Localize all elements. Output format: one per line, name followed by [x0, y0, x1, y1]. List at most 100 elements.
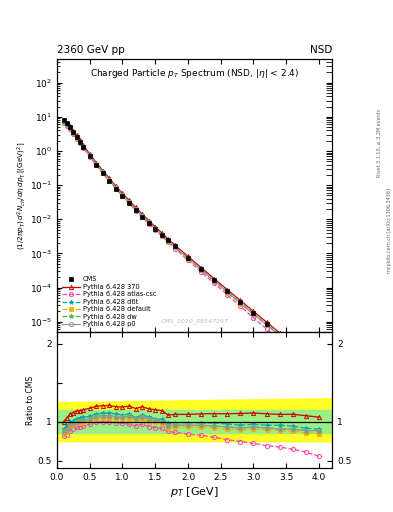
Pythia 6.428 atlas-csc [87, 154, 92, 160]
Pythia 6.428 370 [64, 119, 69, 125]
Pythia 6.428 d6t [127, 199, 131, 205]
Pythia 6.428 370 [225, 287, 230, 293]
Pythia 6.428 d6t [61, 119, 66, 125]
CMS [107, 178, 112, 184]
Pythia 6.428 370 [120, 190, 125, 197]
Pythia 6.428 p0 [71, 130, 76, 136]
Pythia 6.428 atlas-csc [277, 337, 282, 343]
CMS [238, 299, 243, 305]
Pythia 6.428 default [317, 365, 321, 371]
Pythia 6.428 atlas-csc [290, 348, 295, 354]
Pythia 6.428 default [153, 226, 158, 232]
Pythia 6.428 d6t [101, 169, 105, 175]
Pythia 6.428 dw [225, 289, 230, 295]
Pythia 6.428 370 [173, 242, 177, 248]
Pythia 6.428 dw [71, 130, 76, 136]
Pythia 6.428 atlas-csc [101, 170, 105, 177]
Pythia 6.428 d6t [153, 225, 158, 231]
Pythia 6.428 default [133, 206, 138, 212]
Pythia 6.428 dw [140, 212, 145, 219]
Pythia 6.428 dw [114, 185, 118, 191]
Pythia 6.428 atlas-csc [303, 359, 308, 366]
Pythia 6.428 atlas-csc [199, 269, 204, 275]
CMS [166, 238, 171, 244]
Pythia 6.428 dw [146, 219, 151, 225]
Pythia 6.428 default [94, 162, 99, 168]
Pythia 6.428 p0 [140, 212, 145, 219]
Pythia 6.428 default [140, 213, 145, 219]
Pythia 6.428 dw [120, 192, 125, 198]
Pythia 6.428 p0 [107, 177, 112, 183]
Pythia 6.428 370 [61, 117, 66, 123]
Pythia 6.428 370 [185, 253, 190, 260]
Pythia 6.428 default [74, 135, 79, 141]
X-axis label: $p_T$ [GeV]: $p_T$ [GeV] [170, 485, 219, 499]
Pythia 6.428 dw [166, 238, 171, 244]
Pythia 6.428 default [166, 239, 171, 245]
Line: CMS: CMS [61, 118, 321, 368]
Pythia 6.428 p0 [153, 226, 158, 232]
CMS [61, 117, 66, 123]
Pythia 6.428 370 [146, 218, 151, 224]
Pythia 6.428 dw [199, 267, 204, 273]
Pythia 6.428 p0 [74, 135, 79, 141]
Pythia 6.428 dw [185, 255, 190, 262]
Pythia 6.428 370 [87, 151, 92, 157]
Pythia 6.428 370 [166, 236, 171, 242]
CMS [114, 186, 118, 192]
Text: 2360 GeV pp: 2360 GeV pp [57, 45, 125, 55]
Pythia 6.428 p0 [238, 300, 243, 306]
CMS [94, 162, 99, 168]
CMS [173, 243, 177, 249]
Pythia 6.428 dw [107, 177, 112, 183]
CMS [290, 342, 295, 348]
Pythia 6.428 atlas-csc [77, 140, 82, 146]
Pythia 6.428 d6t [114, 184, 118, 190]
Pythia 6.428 default [81, 144, 86, 150]
Pythia 6.428 dw [94, 161, 99, 167]
Pythia 6.428 p0 [303, 354, 308, 360]
Text: mcplots.cern.ch [arXiv:1306.3436]: mcplots.cern.ch [arXiv:1306.3436] [387, 188, 391, 273]
Pythia 6.428 default [146, 220, 151, 226]
Pythia 6.428 p0 [317, 364, 321, 370]
Pythia 6.428 d6t [199, 266, 204, 272]
Pythia 6.428 atlas-csc [107, 178, 112, 184]
Pythia 6.428 370 [238, 297, 243, 304]
Pythia 6.428 default [120, 193, 125, 199]
Pythia 6.428 p0 [61, 119, 66, 125]
Pythia 6.428 p0 [120, 192, 125, 198]
Pythia 6.428 370 [77, 137, 82, 143]
Pythia 6.428 370 [153, 224, 158, 230]
Pythia 6.428 p0 [277, 333, 282, 339]
Pythia 6.428 default [127, 200, 131, 206]
Pythia 6.428 p0 [264, 322, 269, 328]
CMS [185, 254, 190, 261]
CMS [87, 153, 92, 159]
Pythia 6.428 d6t [317, 364, 321, 370]
CMS [64, 120, 69, 126]
Pythia 6.428 dw [160, 232, 164, 238]
Pythia 6.428 atlas-csc [94, 162, 99, 168]
Pythia 6.428 d6t [133, 206, 138, 212]
Pythia 6.428 default [212, 278, 217, 284]
CMS [264, 321, 269, 327]
Pythia 6.428 p0 [173, 244, 177, 250]
CMS [68, 124, 72, 130]
Pythia 6.428 d6t [146, 219, 151, 225]
CMS [225, 288, 230, 294]
Y-axis label: Ratio to CMS: Ratio to CMS [26, 376, 35, 425]
Y-axis label: $(1/2\pi p_T)\,d^2N_{ch}/d\eta\,dp_T\,[({\rm GeV})^2]$: $(1/2\pi p_T)\,d^2N_{ch}/d\eta\,dp_T\,[(… [15, 141, 28, 249]
Pythia 6.428 atlas-csc [317, 371, 321, 377]
Pythia 6.428 dw [127, 199, 131, 205]
Pythia 6.428 p0 [133, 206, 138, 212]
Pythia 6.428 dw [61, 119, 66, 125]
Pythia 6.428 370 [94, 160, 99, 166]
Pythia 6.428 d6t [225, 288, 230, 294]
Legend: CMS, Pythia 6.428 370, Pythia 6.428 atlas-csc, Pythia 6.428 d6t, Pythia 6.428 de: CMS, Pythia 6.428 370, Pythia 6.428 atla… [60, 275, 158, 329]
Pythia 6.428 atlas-csc [64, 123, 69, 129]
Pythia 6.428 370 [199, 265, 204, 271]
CMS [74, 134, 79, 140]
Pythia 6.428 default [77, 139, 82, 145]
Pythia 6.428 p0 [251, 311, 256, 317]
Pythia 6.428 d6t [166, 238, 171, 244]
